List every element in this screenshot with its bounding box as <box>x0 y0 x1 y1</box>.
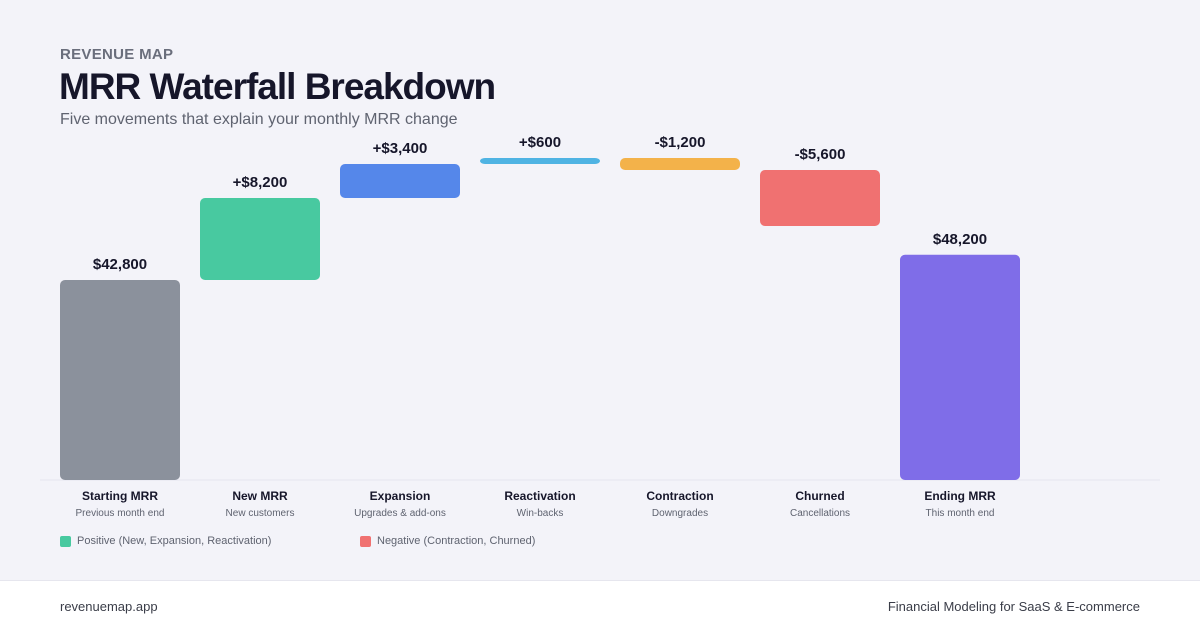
category-sublabel: Upgrades & add-ons <box>354 508 446 519</box>
category-label: Churned <box>795 489 844 503</box>
legend-label: Negative (Contraction, Churned) <box>377 535 536 547</box>
category-label: Ending MRR <box>924 489 996 503</box>
value-label: $48,200 <box>933 231 987 248</box>
category-sublabel: Win-backs <box>517 508 564 519</box>
subtitle: Five movements that explain your monthly… <box>60 111 458 128</box>
category-label: Contraction <box>646 489 713 503</box>
category-sublabel: New customers <box>226 508 295 519</box>
legend-label: Positive (New, Expansion, Reactivation) <box>77 535 272 547</box>
bar-new-mrr <box>200 198 320 280</box>
category-label: Starting MRR <box>82 489 158 503</box>
value-label: +$600 <box>519 134 561 151</box>
value-label: $42,800 <box>93 256 147 273</box>
legend-positive: Positive (New, Expansion, Reactivation) <box>60 535 271 547</box>
bar-churned <box>760 170 880 226</box>
eyebrow: REVENUE MAP <box>60 46 174 63</box>
category-label: Expansion <box>370 489 431 503</box>
bar-expansion <box>340 164 460 198</box>
waterfall-chart: $42,800 Starting MRR Previous month end +$8… <box>40 134 1160 519</box>
legend-swatch-positive <box>60 535 71 547</box>
category-sublabel: Cancellations <box>790 508 850 519</box>
legend-swatch-negative <box>360 535 371 547</box>
bar-reactivation <box>480 158 600 164</box>
footer-site: revenuemap.app <box>60 599 158 614</box>
value-label: -$1,200 <box>655 134 706 151</box>
footer-tagline: Financial Modeling for SaaS & E-commerce <box>887 599 1140 614</box>
category-label: Reactivation <box>504 489 575 503</box>
footer: revenuemap.app Financial Modeling for Sa… <box>0 580 1200 630</box>
bar-starting-mrr <box>60 280 180 480</box>
value-label: +$8,200 <box>233 174 288 191</box>
value-label: -$5,600 <box>795 146 846 163</box>
legend-negative: Negative (Contraction, Churned) <box>360 535 535 547</box>
category-sublabel: This month end <box>926 508 995 519</box>
category-label: New MRR <box>232 489 288 503</box>
bar-ending-mrr <box>900 254 1020 480</box>
page-title: MRR Waterfall Breakdown <box>59 66 496 107</box>
category-sublabel: Downgrades <box>652 508 708 519</box>
category-sublabel: Previous month end <box>76 508 165 519</box>
bar-contraction <box>620 158 740 170</box>
value-label: +$3,400 <box>373 140 428 157</box>
